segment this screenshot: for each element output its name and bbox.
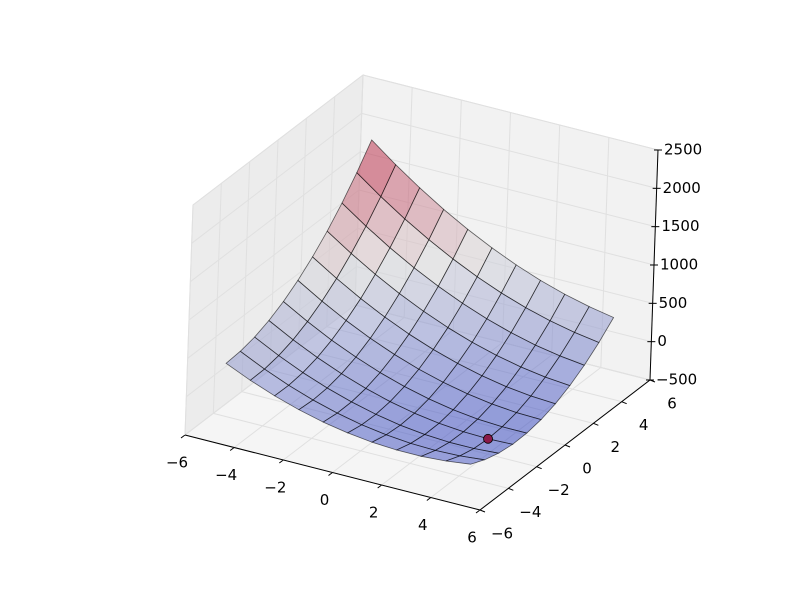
grid-line xyxy=(192,74,364,206)
z-tick-label: 1500 xyxy=(661,217,699,235)
tick-mark xyxy=(593,422,599,426)
grid-line xyxy=(361,112,657,189)
tick-mark xyxy=(328,472,333,476)
x-tick-label: 0 xyxy=(320,491,330,509)
tick-mark xyxy=(229,447,235,451)
tick-mark xyxy=(377,484,382,489)
grid-line xyxy=(188,189,360,321)
z-tick-label: 2500 xyxy=(664,141,702,159)
x-tick-label: 6 xyxy=(467,529,477,547)
tick-mark xyxy=(475,509,481,514)
y-tick-label: 2 xyxy=(611,438,621,456)
x-tick-label: −2 xyxy=(264,479,286,497)
z-axis xyxy=(649,149,659,381)
surface-cell xyxy=(445,455,485,465)
tick-mark xyxy=(621,401,627,405)
grid-line xyxy=(213,412,509,489)
y-axis xyxy=(479,379,651,511)
y-tick-label: −4 xyxy=(519,503,541,521)
x-tick-label: 2 xyxy=(369,504,379,522)
grid-line xyxy=(360,151,656,228)
grid-line xyxy=(190,151,361,283)
x-tick-label: −6 xyxy=(166,454,188,472)
tick-mark xyxy=(279,459,284,464)
y-tick-label: −2 xyxy=(548,481,570,499)
x-axis xyxy=(184,434,481,511)
z-tick-label: −500 xyxy=(656,371,697,389)
tick-mark xyxy=(426,497,432,501)
tick-mark xyxy=(180,434,186,439)
x-tick-label: −4 xyxy=(215,466,237,484)
z-tick-label: 0 xyxy=(657,332,667,350)
tick-mark xyxy=(536,466,542,470)
y-tick-label: 6 xyxy=(667,395,677,413)
z-tick-label: 1000 xyxy=(660,256,698,274)
grid-line xyxy=(362,74,659,151)
tick-mark xyxy=(508,487,514,491)
y-tick-label: 4 xyxy=(639,416,649,434)
point xyxy=(483,433,493,444)
z-tick-label: 2000 xyxy=(663,179,701,197)
x-tick-label: 4 xyxy=(418,516,428,534)
grid-line xyxy=(191,112,362,244)
y-tick-label: −6 xyxy=(491,525,513,543)
tick-mark xyxy=(564,444,571,448)
z-tick-label: 500 xyxy=(659,294,688,312)
y-tick-label: 0 xyxy=(582,460,592,478)
tick-mark xyxy=(479,509,486,513)
